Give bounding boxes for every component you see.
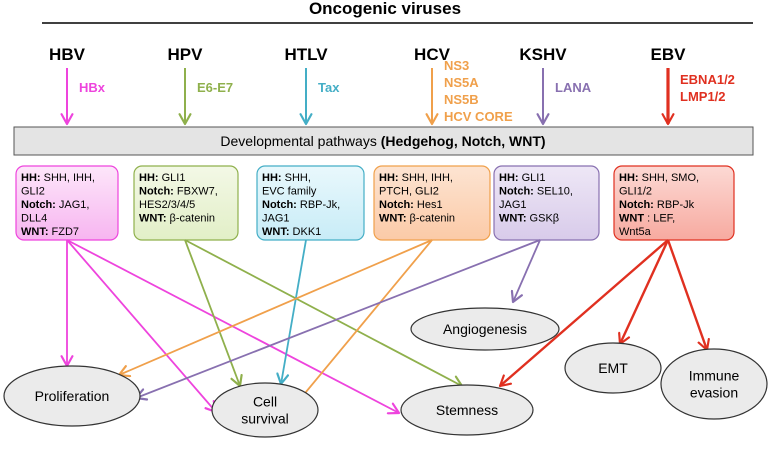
arrow-ebv-to-immune-evasion bbox=[666, 239, 710, 352]
pathway-box-kshv-line: JAG1 bbox=[499, 199, 527, 211]
pathways-bar bbox=[13, 126, 754, 156]
virus-kshv-label: KSHV bbox=[519, 45, 567, 64]
pathway-box-kshv-line: HH: GLI1 bbox=[499, 172, 545, 184]
virus-hbv-label: HBV bbox=[49, 45, 86, 64]
outcome-proliferation-node bbox=[3, 365, 141, 427]
pathway-box-hbv-line: WNT: FZD7 bbox=[21, 226, 79, 238]
pathway-box-hpv-line: Notch: FBXW7, bbox=[139, 186, 218, 198]
pathway-box-htlv-line: HH: SHH, bbox=[262, 172, 311, 184]
protein-tax-label: Tax bbox=[318, 80, 340, 95]
virus-ebv-label: EBV bbox=[651, 45, 687, 64]
virus-hcv-label: HCV bbox=[414, 45, 451, 64]
protein-hbx-label: HBx bbox=[79, 80, 106, 95]
pathways-bar-label: Developmental pathways (Hedgehog, Notch,… bbox=[220, 133, 545, 149]
pathway-box-htlv-line: JAG1 bbox=[262, 213, 290, 225]
outcome-proliferation-label: Proliferation bbox=[35, 388, 110, 404]
protein-ns5b-label: NS5B bbox=[444, 92, 479, 107]
pathway-box-ebv-line: GLI1/2 bbox=[619, 186, 652, 198]
pathway-box-ebv-line: Wnt5a bbox=[619, 226, 652, 238]
arrow-ebv-to-emt bbox=[618, 239, 670, 346]
pathway-box-hbv-line: HH: SHH, IHH, bbox=[21, 172, 95, 184]
pathway-box-hpv-line: HES2/3/4/5 bbox=[139, 199, 195, 211]
pathway-box-hbv-line: DLL4 bbox=[21, 213, 47, 225]
outcome-cell-survival-label: Cell bbox=[253, 394, 277, 410]
protein-ebna1-2-label: EBNA1/2 bbox=[680, 72, 735, 87]
arrow-kshv-to-proliferation bbox=[134, 239, 541, 401]
pathways-bar-bold: (Hedgehog, Notch, WNT) bbox=[381, 133, 546, 149]
pathway-box-htlv-line: WNT: DKK1 bbox=[262, 226, 321, 238]
outcome-emt-label: EMT bbox=[598, 360, 628, 376]
pathway-box-hbv-line: GLI2 bbox=[21, 186, 45, 198]
pathway-box-hcv-line: PTCH, GLI2 bbox=[379, 186, 439, 198]
pathway-box-ebv-line: WNT : LEF, bbox=[619, 213, 675, 225]
pathway-box-ebv-line: Notch: RBP-Jk bbox=[619, 199, 695, 211]
pathway-box-hbv-line: Notch: JAG1, bbox=[21, 199, 89, 211]
arrow-ebv-to-stemness bbox=[498, 239, 669, 388]
outcome-immune-evasion-label: evasion bbox=[690, 385, 738, 401]
protein-ns3-label: NS3 bbox=[444, 58, 469, 73]
outcome-arrows-layer bbox=[60, 239, 710, 415]
arrow-hpv-to-cell-survival bbox=[184, 239, 243, 388]
protein-lmp1-2-label: LMP1/2 bbox=[680, 89, 726, 104]
protein-lana-label: LANA bbox=[555, 80, 592, 95]
pathway-box-kshv-line: Notch: SEL10, bbox=[499, 186, 573, 198]
diagram-title: Oncogenic viruses bbox=[309, 0, 461, 18]
arrow-htlv-to-cell-survival bbox=[276, 239, 307, 386]
protein-e6-e7-label: E6-E7 bbox=[197, 80, 233, 95]
arrow-hcv-to-proliferation bbox=[117, 239, 433, 378]
protein-hcv-core-label: HCV CORE bbox=[444, 109, 513, 124]
arrow-hcv-to-cell-survival bbox=[294, 239, 433, 406]
virus-htlv-label: HTLV bbox=[284, 45, 328, 64]
arrow-hbv-to-cell-survival bbox=[66, 239, 218, 414]
pathway-box-kshv-line: WNT: GSKβ bbox=[499, 213, 559, 225]
arrow-kshv-to-angiogenesis bbox=[510, 239, 541, 304]
outcome-immune-evasion-label: Immune bbox=[689, 368, 740, 384]
pathway-box-htlv-line: EVC family bbox=[262, 186, 317, 198]
outcome-emt-node bbox=[564, 342, 662, 394]
virus-hpv-label: HPV bbox=[168, 45, 204, 64]
pathway-box-ebv-line: HH: SHH, SMO, bbox=[619, 172, 699, 184]
pathway-box-hcv-line: HH: SHH, IHH, bbox=[379, 172, 453, 184]
pathway-box-hcv-line: WNT: β-catenin bbox=[379, 213, 455, 225]
outcome-angiogenesis-node bbox=[410, 307, 560, 351]
pathway-box-hpv-line: WNT: β-catenin bbox=[139, 213, 215, 225]
pathway-box-htlv bbox=[256, 165, 365, 241]
protein-ns5a-label: NS5A bbox=[444, 75, 479, 90]
outcome-stemness-label: Stemness bbox=[436, 402, 498, 418]
pathway-box-htlv-line: Notch: RBP-Jk, bbox=[262, 199, 340, 211]
outcome-cell-survival-node bbox=[211, 382, 319, 438]
pathway-box-hcv-line: Notch: Hes1 bbox=[379, 199, 443, 211]
outcome-cell-survival-label: survival bbox=[241, 411, 288, 427]
pathway-box-hpv-line: HH: GLI1 bbox=[139, 172, 185, 184]
outcome-angiogenesis-label: Angiogenesis bbox=[443, 321, 527, 337]
pathway-box-kshv bbox=[493, 165, 600, 241]
outcome-stemness-node bbox=[400, 384, 534, 436]
pathway-box-ebv bbox=[613, 165, 735, 241]
arrow-hpv-to-stemness bbox=[184, 239, 464, 388]
pathways-bar-prefix: Developmental pathways bbox=[220, 133, 380, 149]
outcome-immune-evasion-node bbox=[660, 348, 768, 420]
